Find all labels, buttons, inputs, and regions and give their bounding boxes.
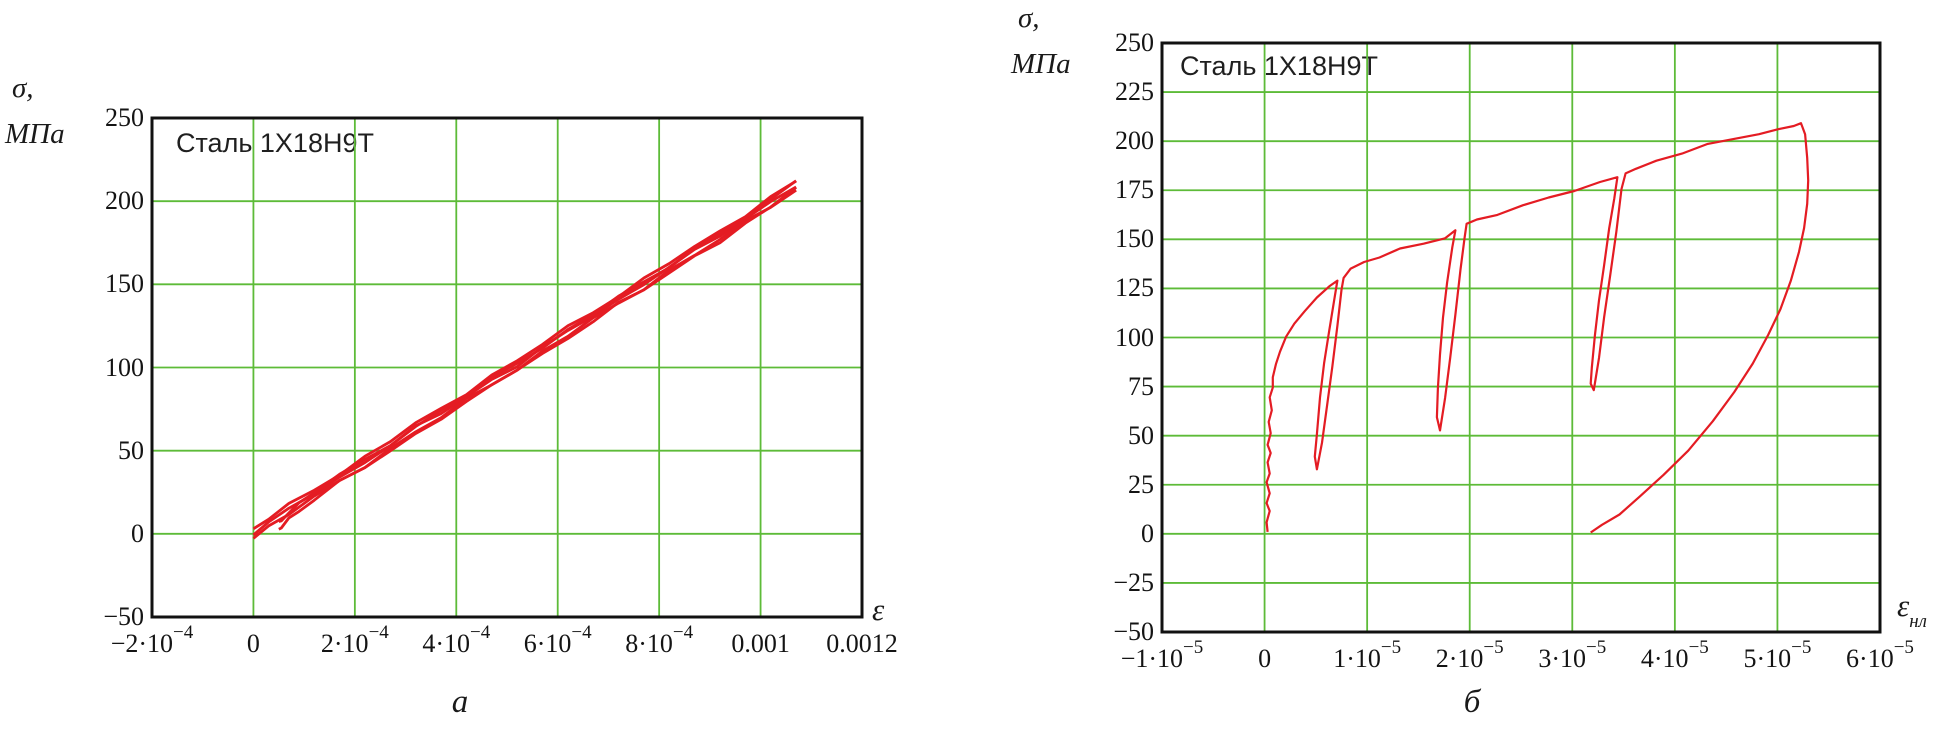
chart-b-curve-cyclic-loading-path-with-loops-pass0 [1265, 122, 1810, 534]
chart-b-x-tick-0.00006: 6·10−5 [1800, 638, 1955, 674]
chart-b-x-tick-0.00003: 3·10−5 [1492, 638, 1652, 674]
chart-a-x-tick-exponent: −4 [672, 622, 694, 644]
chart-a-x-tick-0.0008: 8·10−4 [579, 623, 739, 659]
chart-a-x-tick-exponent: −4 [571, 622, 592, 644]
chart-a-y-tick-250: 250 [105, 103, 144, 132]
chart-b-y-tick-125: 125 [1115, 273, 1154, 303]
chart-a-x-tick-mantissa: 0.0012 [826, 629, 898, 658]
chart-b-x-tick-0: 0 [1185, 644, 1345, 674]
chart-a-y-tick--50: −50 [103, 602, 144, 631]
chart-b-x-tick-mantissa: 0 [1258, 644, 1272, 673]
chart-b-y-tick-100: 100 [1115, 322, 1154, 352]
chart-a-x-tick-exponent: −4 [173, 622, 194, 644]
chart-b-y-tick-175: 175 [1115, 175, 1154, 205]
chart-a-x-tick--0.0002: −2·10−4 [72, 623, 232, 659]
chart-a-x-axis-label-base: ε [872, 592, 885, 627]
chart-a-x-tick-mantissa: −2·10 [110, 629, 174, 658]
chart-a-x-tick-mantissa: 2·10 [320, 629, 369, 658]
chart-b-y-tick--25: −25 [1113, 567, 1154, 597]
chart-a-curve-unloading-branch-pass1 [278, 179, 797, 523]
chart-b-x-tick-exponent: −5 [1183, 637, 1204, 659]
chart-b-x-tick-mantissa: −1·10 [1120, 644, 1184, 673]
chart-a-x-tick-mantissa: 0 [246, 629, 260, 658]
chart-b-x-tick-mantissa: 1·10 [1333, 644, 1381, 673]
chart-b-caption: б [1463, 684, 1481, 720]
chart-a-x-tick-0.0006: 6·10−4 [478, 623, 638, 659]
chart-b-x-tick-exponent: −5 [1483, 637, 1504, 659]
chart-b-x-tick-exponent: −5 [1791, 637, 1812, 659]
chart-b-x-tick-mantissa: 5·10 [1743, 644, 1792, 673]
chart-a-x-tick-exponent: −4 [368, 622, 389, 644]
chart-a-y-tick-100: 100 [105, 352, 144, 382]
chart-a-x-tick-0.0004: 4·10−4 [376, 623, 536, 659]
chart-b-x-tick-mantissa: 4·10 [1640, 644, 1689, 673]
chart-a-caption: а [451, 684, 469, 720]
chart-a-y-tick-50: 50 [118, 435, 144, 465]
chart-b-x-axis-label: εнл [1897, 588, 1927, 633]
chart-b-x-tick-exponent: −5 [1688, 637, 1709, 659]
chart-b-x-tick-0.00004: 4·10−5 [1595, 638, 1755, 674]
chart-b-y-tick-250: 250 [1115, 28, 1154, 57]
chart-a-y-axis-label-sigma: σ, [12, 72, 34, 104]
chart-b-series [1265, 122, 1810, 534]
chart-a-y-tick-200: 200 [105, 186, 144, 216]
chart-a-curve-unloading-branch-pass0 [278, 186, 797, 531]
chart-b-border [1160, 41, 1882, 634]
chart-b-x-tick--0.00001: −1·10−5 [1082, 638, 1242, 674]
chart-a-x-tick-mantissa: 6·10 [523, 629, 572, 658]
chart-a-x-tick-mantissa: 8·10 [625, 629, 673, 658]
chart-a-x-tick-0: 0 [173, 629, 333, 659]
chart-a-x-tick-0.0002: 2·10−4 [275, 623, 435, 659]
chart-a-y-tick-0: 0 [131, 518, 144, 548]
chart-a-svg [150, 116, 864, 619]
chart-b-x-tick-mantissa: 3·10 [1538, 644, 1586, 673]
chart-a-border [150, 116, 864, 619]
chart-b-x-tick-exponent: −5 [1586, 637, 1607, 659]
chart-a-series [252, 179, 797, 540]
chart-b-x-tick-exponent: −5 [1893, 637, 1914, 659]
chart-b-x-tick-0.00001: 1·10−5 [1287, 638, 1447, 674]
chart-b-x-tick-exponent: −5 [1380, 637, 1402, 659]
chart-b-x-tick-mantissa: 6·10 [1846, 644, 1894, 673]
chart-a-title: Сталь 1Х18Н9Т [176, 128, 374, 158]
chart-a-x-tick-0.0012: 0.0012 [782, 629, 942, 659]
chart-b-x-tick-0.00002: 2·10−5 [1390, 638, 1550, 674]
chart-a-x-tick-0.001: 0.001 [681, 629, 841, 659]
chart-b-y-axis-label-units: МПа [1011, 48, 1071, 80]
chart-b-y-tick--50: −50 [1113, 617, 1154, 646]
chart-b-x-axis-label-sub: нл [1909, 611, 1927, 633]
chart-a-x-tick-mantissa: 4·10 [422, 629, 470, 658]
chart-a-x-tick-exponent: −4 [470, 622, 491, 644]
chart-b-y-tick-75: 75 [1128, 371, 1154, 401]
chart-b-title: Сталь 1Х18Н9Т [1180, 51, 1378, 81]
chart-a-x-tick-mantissa: 0.001 [731, 629, 790, 658]
chart-a-y-tick-150: 150 [105, 269, 144, 299]
chart-b-x-axis-label-base: ε [1897, 588, 1910, 623]
chart-b-y-tick-25: 25 [1128, 469, 1154, 499]
chart-b-y-tick-0: 0 [1141, 518, 1154, 548]
chart-a-y-axis-label-units: МПа [5, 118, 65, 150]
chart-b-x-tick-mantissa: 2·10 [1435, 644, 1484, 673]
chart-b-x-tick-0.00005: 5·10−5 [1697, 638, 1857, 674]
chart-b-y-tick-150: 150 [1115, 224, 1154, 254]
chart-b-y-tick-225: 225 [1115, 77, 1154, 107]
chart-b-svg [1160, 41, 1882, 634]
chart-b-y-axis-label-sigma: σ, [1018, 2, 1040, 34]
chart-a-x-axis-label: ε [872, 592, 884, 633]
chart-b-y-tick-200: 200 [1115, 126, 1154, 156]
chart-b-y-tick-50: 50 [1128, 420, 1154, 450]
